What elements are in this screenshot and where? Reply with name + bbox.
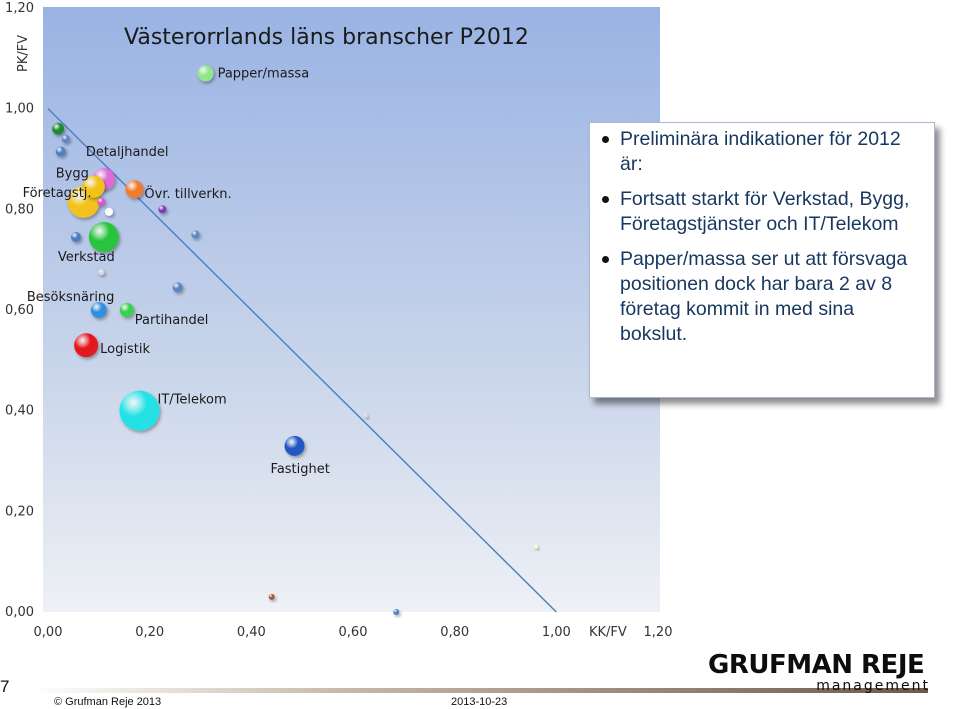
x-tick-label: 0,00 (34, 625, 63, 640)
footer-date: 2013-10-23 (451, 696, 508, 708)
x-tick-label: 0,40 (237, 625, 266, 640)
point-label: Logistik (100, 342, 150, 357)
data-point (119, 390, 160, 431)
data-point (52, 122, 65, 135)
x-tick-label: 0,60 (339, 625, 368, 640)
data-point (172, 282, 183, 293)
data-point (105, 207, 113, 216)
plot-area (43, 7, 660, 612)
x-tick-label: 0,20 (135, 625, 164, 640)
point-label: Verkstad (58, 250, 115, 265)
point-label: Besöksnäring (27, 290, 115, 305)
company-logo: GRUFMAN REJE management (708, 651, 944, 699)
chart-title: Västerorrlands läns branscher P2012 (124, 25, 529, 50)
data-point (90, 302, 107, 318)
data-point (534, 544, 538, 549)
data-point (125, 180, 144, 199)
point-label: Detaljhandel (86, 145, 169, 160)
x-tick-label: 1,00 (542, 625, 571, 640)
note-item: Fortsatt starkt för Verkstad, Bygg, Före… (602, 187, 926, 237)
logo-tagline: management (816, 678, 930, 694)
point-label: Fastighet (271, 462, 330, 477)
copyright-text: © Grufman Reje 2013 (54, 696, 162, 708)
x-axis-title: KK/FV (589, 625, 627, 640)
logo-wordmark: GRUFMAN REJE (708, 650, 925, 680)
footer-divider (30, 688, 928, 693)
data-point (61, 134, 70, 143)
x-tick-label: 1,20 (644, 625, 673, 640)
note-box: Preliminära indikationer för 2012 är: Fo… (589, 122, 935, 398)
bullet-icon (602, 196, 609, 203)
note-text: Preliminära indikationer för 2012 är: (620, 128, 901, 175)
point-label: Företagstj. (23, 186, 92, 201)
data-point (197, 65, 214, 82)
bullet-icon (602, 256, 609, 263)
data-point (268, 593, 275, 600)
data-point (82, 175, 105, 198)
y-tick-label: 0,20 (5, 504, 34, 519)
data-point (119, 303, 134, 317)
data-point (55, 146, 66, 157)
y-tick-label: 1,00 (5, 102, 34, 117)
y-tick-label: 1,20 (5, 1, 34, 16)
data-point (393, 609, 400, 615)
data-point (74, 333, 99, 358)
point-label: IT/Telekom (158, 393, 227, 408)
x-tick-label: 0,80 (440, 625, 469, 640)
y-tick-label: 0,40 (5, 404, 34, 419)
point-label: Partihandel (135, 313, 209, 328)
data-point (363, 413, 368, 418)
page-number: 7 (0, 677, 10, 696)
point-label: Bygg (56, 167, 89, 182)
note-text: Papper/massa ser ut att försvaga positio… (620, 248, 908, 345)
note-text: Fortsatt starkt för Verkstad, Bygg, Före… (620, 188, 910, 235)
note-item: Preliminära indikationer för 2012 är: (602, 127, 926, 177)
point-label: Papper/massa (218, 66, 310, 81)
data-point (158, 205, 167, 214)
y-tick-label: 0,80 (5, 202, 34, 217)
bullet-icon (602, 136, 609, 143)
y-tick-label: 0,00 (5, 605, 34, 620)
data-point (88, 222, 119, 253)
point-label: Övr. tillverkn. (144, 185, 231, 202)
note-item: Papper/massa ser ut att försvaga positio… (602, 247, 926, 347)
data-point (97, 197, 106, 206)
data-point (284, 435, 305, 456)
y-tick-label: 0,60 (5, 303, 34, 318)
data-point (70, 232, 81, 243)
data-point (98, 269, 105, 276)
y-axis-title: PK/FV (16, 35, 31, 72)
data-point (191, 230, 200, 239)
